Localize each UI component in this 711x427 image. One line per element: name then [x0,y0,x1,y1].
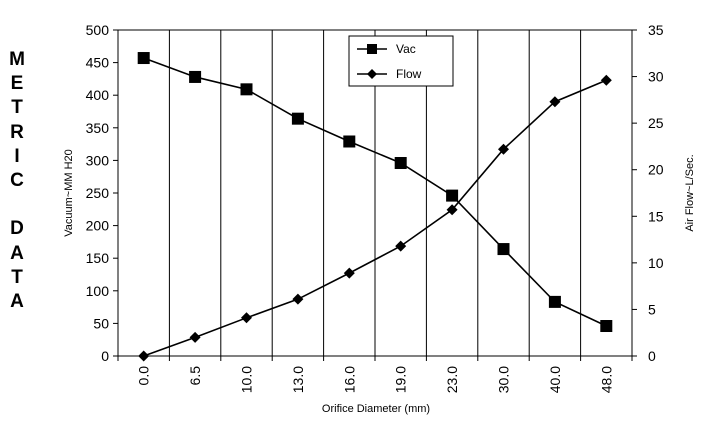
side-letter: T [11,97,23,119]
flow-point [292,293,304,305]
y2-tick-label: 5 [648,301,656,317]
legend-marker-vac [367,44,377,54]
y-tick-label: 150 [86,250,110,266]
side-letter: I [14,145,20,167]
legend-marker-flow [367,69,377,79]
y2-tick-label: 0 [648,348,656,364]
series [137,52,613,362]
y-axis-right-title: Air Flow~L/Sec. [684,154,696,231]
vac-point [343,135,356,148]
y-tick-label: 200 [86,218,110,234]
side-letter: C [10,170,24,192]
y-tick-label: 400 [86,87,110,103]
series-line-vac [143,57,607,327]
x-tick-label: 10.0 [239,366,255,393]
vac-point [548,295,561,308]
y-tick-label: 300 [86,152,110,168]
y-tick-label: 0 [101,348,109,364]
x-axis-title: Orifice Diameter (mm) [322,403,430,415]
side-letter: E [10,73,24,95]
flow-point [446,204,458,216]
x-tick-label: 30.0 [496,366,512,393]
vac-point [446,189,459,202]
series-line-flow [143,79,607,357]
flow-point [343,267,355,279]
y2-tick-label: 10 [648,255,664,271]
side-letter: M [9,49,25,70]
legend-label-flow: Flow [396,67,422,81]
flow-point [498,143,509,155]
legend-label-vac: Vac [396,42,416,56]
flow-point [395,240,407,252]
vac-point [137,52,150,65]
vac-point [291,112,304,125]
vac-point [497,243,510,256]
x-tick-label: 6.5 [187,366,203,386]
flow-point [549,96,561,108]
y-tick-label: 50 [93,315,109,331]
y2-tick-label: 15 [648,208,664,224]
vac-point [394,157,407,170]
y-tick-label: 100 [86,283,110,299]
x-tick-label: 48.0 [598,366,614,393]
y-tick-label: 350 [86,120,110,136]
flow-point [189,331,201,343]
legend: Vac Flow [348,35,454,87]
y-axis-left-title: Vacuum~MM H20 [63,149,75,237]
y-tick-label: 250 [86,185,110,201]
flow-point [600,74,612,86]
y2-tick-label: 30 [648,69,664,85]
x-tick-label: 16.0 [341,366,357,393]
flow-point [138,350,150,362]
vac-point [189,70,202,83]
y2-tick-label: 20 [648,162,664,178]
x-tick-label: 23.0 [444,366,460,393]
y-tick-label: 450 [86,55,110,71]
vac-point [600,320,613,333]
side-letter: D [10,218,24,240]
side-letter: T [11,266,23,288]
axes: 0 50 100 150 200 250 300 350 400 450 500 0 5 10 15 20 25… [86,22,664,393]
side-letter: R [10,121,24,143]
side-letter: A [10,291,24,313]
x-tick-label: 19.0 [393,366,409,393]
vac-point [240,83,253,96]
flow-point [241,312,252,324]
x-tick-label: 40.0 [547,366,563,393]
x-tick-label: 0.0 [136,366,152,386]
y-tick-label: 500 [86,22,110,38]
y2-tick-label: 25 [648,115,664,131]
side-letter: A [10,242,24,264]
legend-box [348,35,454,87]
x-tick-label: 13.0 [290,366,306,393]
y2-tick-label: 35 [648,22,664,38]
